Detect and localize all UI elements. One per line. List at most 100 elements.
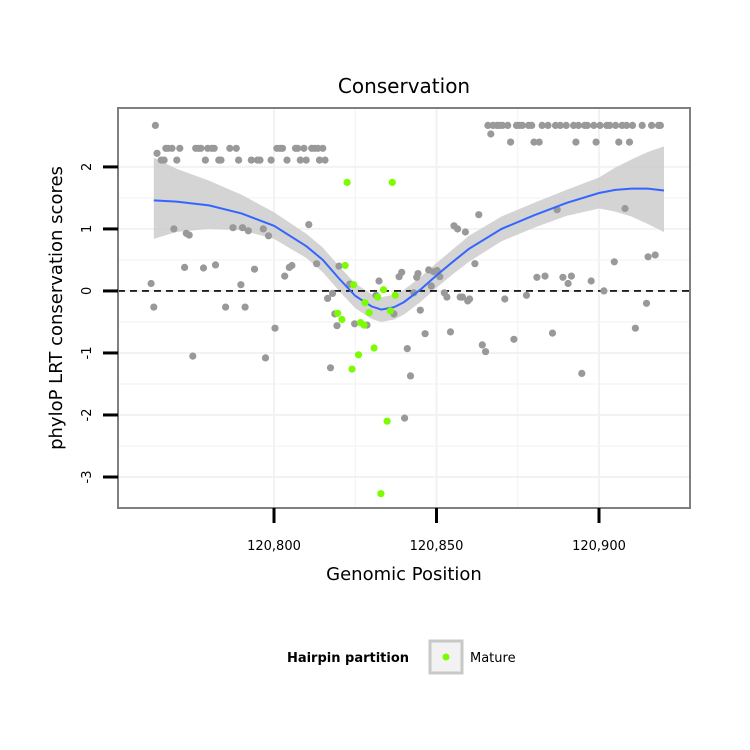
mature-point [350, 281, 358, 289]
other-point [556, 121, 564, 129]
other-point [241, 303, 249, 311]
other-point [235, 156, 243, 164]
other-point [471, 260, 479, 268]
other-point [170, 225, 178, 233]
other-point [189, 352, 197, 360]
other-point [160, 156, 168, 164]
other-point [621, 204, 629, 213]
y-tick-label: 2 [80, 163, 95, 171]
other-point [656, 121, 665, 129]
other-point [333, 322, 341, 330]
other-point [210, 144, 218, 152]
other-point [612, 121, 620, 129]
other-point [211, 261, 220, 269]
panel-border [117, 107, 691, 509]
other-point [173, 156, 181, 164]
other-point [648, 121, 656, 129]
other-point [518, 121, 526, 129]
mature-point [383, 417, 391, 425]
mature-points [334, 178, 399, 498]
other-point [596, 121, 604, 129]
other-point [578, 369, 586, 377]
other-point [406, 372, 415, 380]
other-point [410, 289, 418, 297]
other-point [615, 138, 623, 146]
plot-panel [117, 107, 691, 509]
mature-point [365, 309, 373, 317]
x-axis-title: Genomic Position [326, 564, 482, 585]
other-point [238, 224, 247, 232]
other-point [319, 144, 327, 152]
y-tick-label: 0 [80, 287, 95, 295]
other-point [226, 144, 234, 152]
other-point [181, 263, 189, 271]
other-point [651, 251, 659, 259]
other-point [484, 121, 492, 129]
other-point [443, 293, 451, 301]
other-point [538, 121, 546, 129]
other-point [458, 293, 467, 301]
x-tick-label: 120,900 [572, 539, 626, 554]
y-tick-label: -2 [80, 409, 95, 422]
other-point [201, 156, 209, 164]
y-axis-title: phyloP LRT conservation scores [46, 166, 67, 450]
other-point [504, 121, 512, 129]
other-point [147, 279, 155, 288]
other-point [300, 144, 308, 152]
other-point [335, 262, 343, 270]
other-point [305, 221, 313, 229]
other-point [562, 121, 570, 129]
other-point [153, 149, 161, 157]
other-point [328, 289, 337, 297]
other-point [478, 341, 486, 349]
other-point [197, 144, 205, 152]
other-point [466, 295, 474, 303]
other-point [421, 330, 429, 338]
other-point [315, 156, 324, 164]
x-axis: 120,800 120,850 120,900 [247, 508, 626, 554]
confidence-ribbon [153, 146, 665, 322]
other-point [530, 138, 538, 146]
mature-point [354, 351, 363, 359]
other-point [271, 324, 279, 332]
mature-point [338, 315, 346, 324]
other-point [264, 232, 273, 240]
other-point [151, 121, 159, 129]
legend-label-mature: Mature [470, 651, 516, 666]
mature-point [379, 286, 388, 294]
other-point [461, 228, 469, 236]
other-point [217, 156, 225, 164]
y-tick-label: 1 [80, 225, 95, 233]
mature-point [374, 293, 382, 301]
other-point [454, 225, 462, 233]
legend-title: Hairpin partition [287, 651, 409, 666]
other-point [375, 277, 383, 285]
other-point [403, 345, 411, 353]
other-point [232, 144, 240, 152]
other-point [572, 138, 580, 146]
other-point [600, 287, 608, 295]
other-point [281, 272, 289, 280]
other-point [229, 224, 237, 232]
mature-point [386, 307, 394, 315]
chart-title: Conservation [338, 74, 470, 98]
x-tick-label: 120,800 [247, 539, 301, 554]
other-point [544, 121, 552, 129]
other-point [587, 277, 595, 285]
other-point [222, 303, 230, 311]
other-point [294, 144, 302, 152]
other-point [401, 414, 409, 422]
other-point [475, 211, 483, 219]
other-point [185, 231, 193, 239]
other-point [414, 270, 422, 278]
other-point [533, 273, 541, 281]
other-point [625, 138, 634, 146]
other-point [398, 268, 406, 276]
y-axis: -3 -2 -1 0 1 2 [80, 163, 118, 483]
other-point [446, 328, 455, 336]
other-point [498, 121, 507, 129]
other-point [623, 121, 631, 129]
other-point [259, 225, 267, 233]
other-point [326, 364, 335, 372]
